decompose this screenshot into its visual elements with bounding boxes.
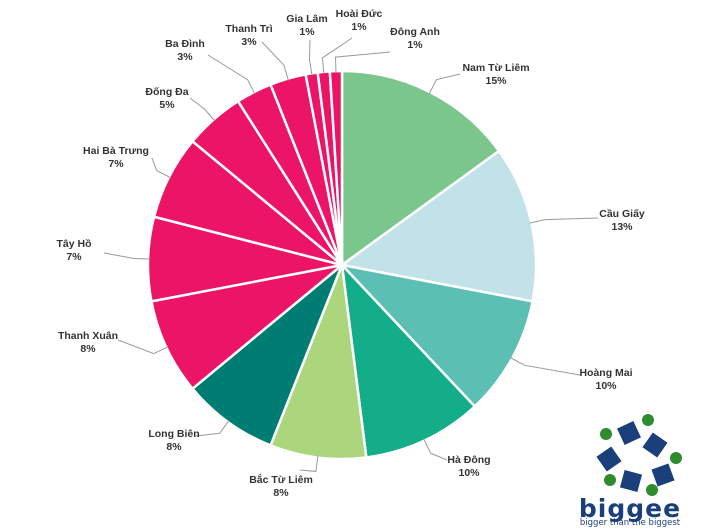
- slice-category-label: Thanh Trì: [225, 23, 272, 35]
- leader-line: [510, 357, 581, 376]
- leader-line: [423, 438, 448, 461]
- slice-category-label: Hoàng Mai: [579, 367, 632, 379]
- slice-percent-label: 3%: [241, 36, 257, 48]
- slice-category-label: Cầu Giấy: [599, 208, 645, 220]
- slice-category-label: Hoài Đức: [336, 8, 383, 20]
- logo-wordmark: biggee: [578, 494, 682, 523]
- slice-percent-label: 13%: [611, 221, 633, 233]
- slice-category-label: Đống Đa: [145, 86, 188, 98]
- leader-line: [299, 455, 319, 472]
- leader-line: [103, 252, 151, 260]
- slice-percent-label: 8%: [166, 441, 182, 453]
- slice-category-label: Bắc Từ Liêm: [249, 473, 313, 486]
- slice-percent-label: 3%: [177, 51, 193, 63]
- leader-line: [529, 217, 599, 224]
- slice-percent-label: 1%: [299, 26, 315, 38]
- slice-percent-label: 8%: [273, 487, 289, 499]
- logo-tagline: bigger than the biggest: [579, 518, 681, 528]
- leader-line: [261, 41, 289, 81]
- logo-mark-icon: [596, 414, 682, 496]
- leader-line: [151, 157, 172, 179]
- leader-line: [189, 97, 216, 122]
- slice-percent-label: 1%: [407, 39, 423, 51]
- slice-category-label: Tây Hồ: [56, 238, 91, 250]
- slice-category-label: Đông Anh: [390, 26, 440, 38]
- slice-category-label: Hai Bà Trưng: [83, 145, 149, 157]
- slice-category-label: Nam Từ Liêm: [462, 62, 529, 74]
- leader-lines: [103, 37, 599, 472]
- slice-percent-label: 10%: [595, 380, 617, 392]
- slice-percent-label: 1%: [351, 21, 367, 33]
- leader-line: [207, 54, 256, 95]
- slice-category-label: Long Biên: [148, 428, 199, 440]
- slice-percent-label: 8%: [80, 343, 96, 355]
- slice-category-label: Ba Đình: [165, 38, 205, 50]
- leader-line: [321, 37, 353, 74]
- leader-line: [195, 420, 230, 437]
- slice-percent-label: 10%: [458, 467, 480, 479]
- slice-percent-label: 15%: [485, 75, 507, 87]
- slice-category-label: Hà Đông: [447, 454, 490, 466]
- pie-slices: [146, 69, 538, 461]
- leader-line: [117, 339, 169, 355]
- slice-category-label: Gia Lâm: [286, 13, 327, 25]
- slice-percent-label: 5%: [159, 99, 175, 111]
- slice-category-label: Thanh Xuân: [58, 330, 118, 342]
- biggee-logo: biggee bigger than the biggest: [562, 412, 698, 528]
- slice-percent-label: 7%: [108, 158, 124, 170]
- leader-line: [334, 51, 391, 74]
- leader-line: [428, 73, 461, 95]
- slice-percent-label: 7%: [66, 251, 82, 263]
- leader-line: [308, 39, 313, 76]
